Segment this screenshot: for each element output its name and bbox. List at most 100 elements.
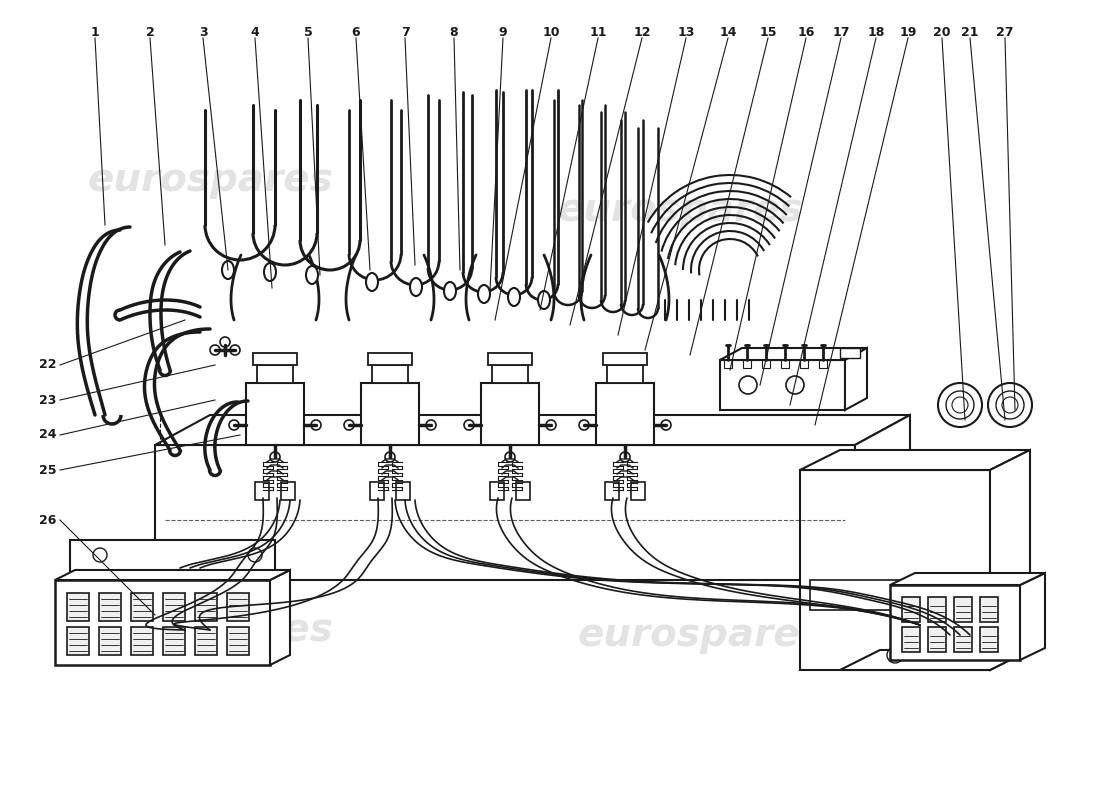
Text: 15: 15 — [759, 26, 777, 38]
Text: 11: 11 — [590, 26, 607, 38]
Circle shape — [229, 420, 239, 430]
Ellipse shape — [306, 266, 318, 284]
Polygon shape — [246, 383, 304, 445]
Circle shape — [988, 383, 1032, 427]
Polygon shape — [1020, 573, 1045, 660]
Bar — [99, 593, 121, 621]
Bar — [131, 627, 153, 655]
Bar — [742, 360, 751, 368]
Text: 25: 25 — [40, 463, 57, 477]
Text: 9: 9 — [498, 26, 507, 38]
Text: eurospares: eurospares — [87, 611, 333, 649]
Bar — [810, 580, 990, 610]
Text: 23: 23 — [40, 394, 57, 406]
Circle shape — [464, 420, 474, 430]
Bar — [800, 360, 808, 368]
Text: 17: 17 — [833, 26, 849, 38]
Bar — [99, 627, 121, 655]
Bar — [820, 360, 827, 368]
Circle shape — [661, 420, 671, 430]
Text: 1: 1 — [90, 26, 99, 38]
Polygon shape — [845, 348, 867, 410]
Polygon shape — [890, 585, 1020, 660]
Circle shape — [385, 452, 395, 462]
Bar — [954, 597, 972, 622]
Polygon shape — [372, 365, 408, 383]
Ellipse shape — [444, 282, 456, 300]
Bar — [396, 482, 410, 500]
Bar — [516, 482, 530, 500]
Polygon shape — [488, 353, 532, 365]
Polygon shape — [257, 365, 293, 383]
Text: 18: 18 — [867, 26, 884, 38]
Bar — [280, 482, 295, 500]
Polygon shape — [481, 383, 539, 445]
Bar — [227, 593, 249, 621]
Ellipse shape — [264, 263, 276, 281]
Polygon shape — [720, 360, 845, 410]
Bar — [762, 360, 770, 368]
Text: eurospares: eurospares — [578, 616, 823, 654]
Circle shape — [546, 420, 556, 430]
Circle shape — [270, 452, 280, 462]
Polygon shape — [270, 570, 290, 665]
Text: 8: 8 — [450, 26, 459, 38]
Bar — [840, 348, 860, 358]
Text: eurospares: eurospares — [557, 191, 803, 229]
Text: 22: 22 — [40, 358, 57, 371]
Polygon shape — [990, 450, 1030, 670]
Text: eurospares: eurospares — [87, 161, 333, 199]
Text: 16: 16 — [798, 26, 815, 38]
Bar — [67, 627, 89, 655]
Polygon shape — [55, 580, 270, 665]
Polygon shape — [890, 573, 1045, 585]
Ellipse shape — [538, 291, 550, 309]
Circle shape — [505, 452, 515, 462]
Text: 3: 3 — [199, 26, 207, 38]
Bar — [605, 482, 619, 500]
Text: 13: 13 — [678, 26, 695, 38]
Ellipse shape — [222, 261, 234, 279]
Text: 5: 5 — [304, 26, 312, 38]
Ellipse shape — [410, 278, 422, 296]
Circle shape — [938, 383, 982, 427]
Bar — [227, 627, 249, 655]
Text: 2: 2 — [145, 26, 154, 38]
Text: 4: 4 — [251, 26, 260, 38]
Polygon shape — [855, 415, 910, 580]
Circle shape — [579, 420, 588, 430]
Bar — [195, 593, 217, 621]
Bar — [131, 593, 153, 621]
Polygon shape — [596, 383, 654, 445]
Text: 7: 7 — [400, 26, 409, 38]
Bar — [928, 627, 946, 652]
Bar — [902, 627, 920, 652]
Circle shape — [426, 420, 436, 430]
Bar — [631, 482, 645, 500]
Text: 6: 6 — [352, 26, 361, 38]
Bar — [724, 360, 732, 368]
Bar — [163, 627, 185, 655]
Polygon shape — [368, 353, 412, 365]
Bar — [980, 627, 998, 652]
Polygon shape — [70, 540, 275, 580]
Polygon shape — [492, 365, 528, 383]
Circle shape — [344, 420, 354, 430]
Text: 26: 26 — [40, 514, 57, 526]
Text: 27: 27 — [997, 26, 1014, 38]
Ellipse shape — [478, 285, 490, 303]
Text: 24: 24 — [40, 429, 57, 442]
Polygon shape — [55, 570, 290, 580]
Polygon shape — [253, 353, 297, 365]
Polygon shape — [155, 445, 855, 580]
Bar — [370, 482, 384, 500]
Polygon shape — [607, 365, 644, 383]
Bar — [195, 627, 217, 655]
Bar — [954, 627, 972, 652]
Ellipse shape — [366, 273, 378, 291]
Circle shape — [210, 345, 220, 355]
Polygon shape — [840, 650, 1030, 670]
Bar — [781, 360, 789, 368]
Text: 14: 14 — [719, 26, 737, 38]
Polygon shape — [800, 450, 1030, 470]
